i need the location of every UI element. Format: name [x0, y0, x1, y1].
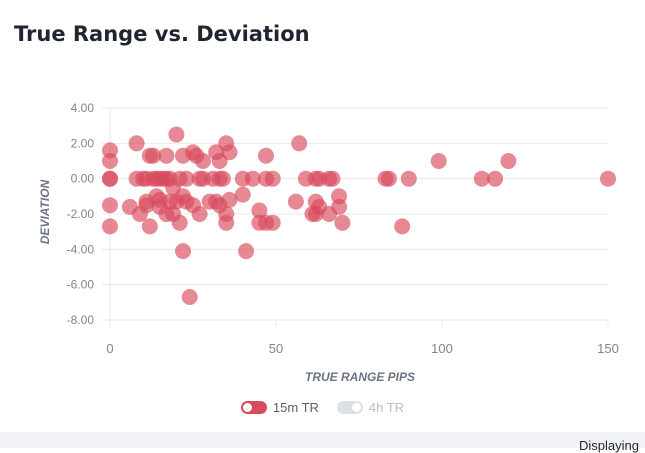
x-tick-label: 100: [431, 341, 453, 356]
data-point: [251, 202, 268, 219]
x-axis-ticks: 0 50 100 150: [106, 341, 618, 356]
data-point: [473, 170, 490, 187]
legend-item-4h-tr[interactable]: 4h TR: [336, 400, 405, 415]
data-point: [214, 170, 231, 187]
data-point: [400, 170, 417, 187]
data-point: [195, 153, 211, 169]
y-tick-label: 0.00: [71, 172, 95, 186]
data-point: [430, 153, 447, 169]
data-point: [221, 191, 238, 208]
legend-label: 15m TR: [272, 400, 319, 415]
data-point: [324, 170, 341, 187]
y-axis-label: DEVIATION: [38, 179, 52, 244]
data-point: [258, 147, 274, 164]
legend-item-15m-tr[interactable]: 15m TR: [240, 400, 319, 415]
data-point: [181, 289, 198, 305]
y-axis-ticks: 4.00 2.00 0.00 -2.00 -4.00 -6.00 -8.00: [67, 101, 95, 327]
footer-bar: Displaying: [0, 432, 645, 453]
data-point: [380, 170, 397, 187]
data-points: [102, 126, 616, 305]
legend-label: 4h TR: [368, 400, 405, 415]
data-point: [102, 153, 118, 169]
data-point: [102, 170, 118, 187]
y-tick-label: -2.00: [67, 207, 95, 221]
data-point: [171, 214, 188, 231]
data-point: [128, 135, 145, 152]
data-point: [487, 170, 504, 187]
data-point: [158, 147, 175, 164]
data-point: [264, 170, 281, 187]
data-point: [102, 218, 118, 235]
data-point: [600, 170, 616, 187]
data-point: [287, 193, 304, 210]
data-point: [145, 147, 162, 164]
y-tick-label: -4.00: [67, 242, 95, 256]
toggle-icon[interactable]: [240, 401, 267, 414]
toggle-icon[interactable]: [336, 401, 363, 414]
x-axis-label: TRUE RANGE PIPS: [305, 370, 415, 384]
y-tick-label: -8.00: [67, 313, 95, 327]
data-point: [394, 218, 411, 235]
data-point: [102, 197, 118, 214]
chart-title: True Range vs. Deviation: [14, 22, 310, 46]
data-point: [244, 170, 261, 187]
data-point: [178, 170, 195, 187]
data-point: [331, 198, 348, 215]
data-point: [234, 186, 251, 203]
data-point: [291, 135, 308, 152]
data-point: [175, 243, 191, 260]
x-tick-label: 0: [106, 341, 113, 356]
data-point: [500, 153, 517, 169]
data-point: [238, 243, 255, 260]
x-tick-label: 150: [597, 341, 619, 356]
data-point: [141, 218, 158, 235]
data-point: [221, 144, 238, 161]
data-point: [168, 126, 185, 143]
y-tick-label: 2.00: [71, 136, 95, 150]
y-tick-label: -6.00: [67, 278, 95, 292]
y-tick-label: 4.00: [71, 101, 95, 115]
x-tick-label: 50: [269, 341, 283, 356]
data-point: [334, 214, 351, 231]
chart-legend: 15m TR 4h TR: [0, 400, 645, 415]
data-point: [218, 206, 235, 222]
data-point: [264, 214, 281, 231]
data-point: [191, 206, 208, 222]
footer-text: Displaying: [579, 438, 639, 453]
